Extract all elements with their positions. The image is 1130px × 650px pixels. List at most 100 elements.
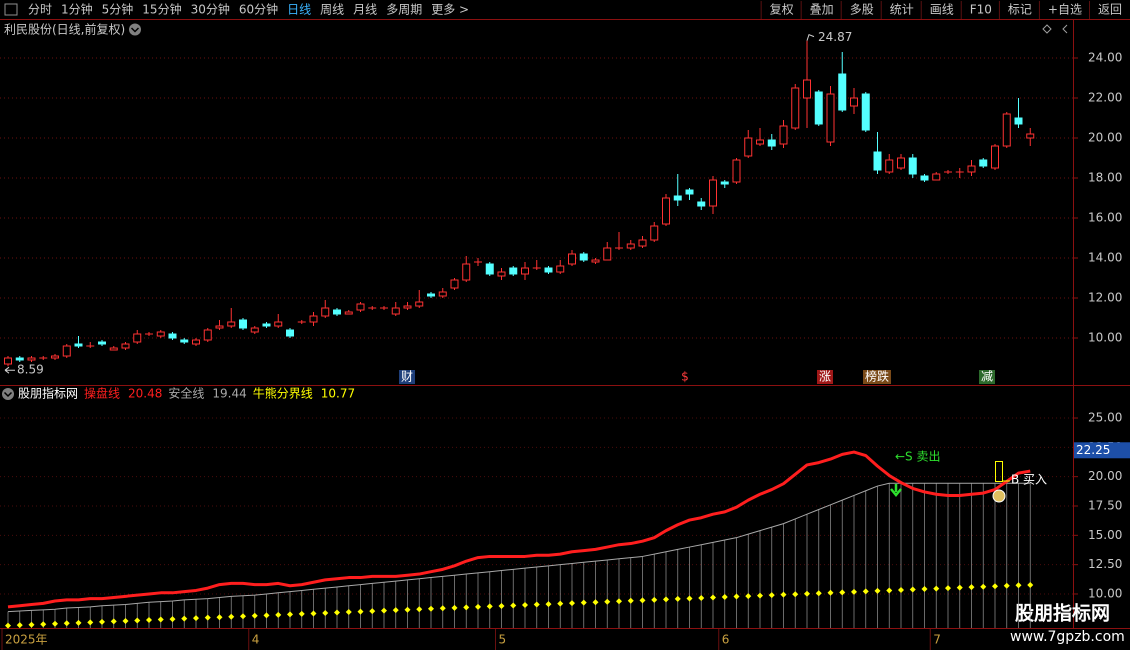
toolbar-button[interactable]: 复权: [770, 3, 794, 17]
candle-body: [756, 139, 764, 145]
legend-value: 19.44: [212, 387, 246, 401]
indicator-dropdown-icon[interactable]: [2, 388, 14, 400]
candle-body: [626, 243, 635, 249]
candle-body: [932, 173, 941, 181]
candle-body: [662, 197, 670, 225]
event-tag-label: 减: [981, 370, 993, 384]
bull-bear-dot: [968, 584, 975, 591]
event-tag-bg: [978, 370, 996, 384]
candle-body: [344, 311, 353, 315]
candle-body: [814, 91, 823, 125]
toolbar-button[interactable]: 统计: [890, 3, 914, 17]
candle-body: [556, 265, 565, 273]
bull-bear-dot: [110, 618, 117, 625]
period-tab[interactable]: 更多 >: [431, 3, 469, 17]
event-tag-label: $: [681, 370, 689, 384]
period-tab[interactable]: 60分钟: [239, 2, 278, 17]
candle-body: [192, 339, 200, 345]
candle-body: [262, 323, 271, 327]
candle-body: [979, 159, 988, 167]
bull-bear-dot: [592, 599, 599, 606]
period-tab[interactable]: 1分钟: [61, 2, 93, 17]
candle-body: [133, 333, 142, 343]
candle-body: [156, 331, 165, 337]
toolbar-button[interactable]: 叠加: [810, 3, 834, 17]
event-tag[interactable]: 减: [978, 370, 996, 385]
toolbar-button[interactable]: 多股: [850, 3, 874, 17]
watermark-title: 股朋指标网: [1015, 603, 1110, 625]
y-tick-label: 20.00: [1088, 469, 1122, 483]
candle-body: [74, 343, 83, 347]
sell-signal-arrow: [890, 484, 902, 497]
candle-body: [838, 73, 847, 111]
x-tick-label: 5: [499, 633, 507, 647]
bull-bear-dot: [710, 594, 716, 601]
y-tick-label: 22.00: [1088, 91, 1122, 105]
candle-body: [767, 139, 776, 147]
safety-line: [7, 482, 1031, 613]
bull-bear-dot: [392, 607, 399, 614]
toolbar-button[interactable]: F10: [970, 3, 992, 17]
bull-bear-dot: [310, 610, 317, 617]
bull-bear-dot: [757, 592, 763, 599]
bull-bear-dot: [416, 606, 423, 613]
bull-bear-dot: [557, 600, 564, 607]
period-tab[interactable]: 30分钟: [191, 2, 230, 17]
bull-bear-dot: [193, 615, 199, 622]
diamond-icon[interactable]: [1042, 24, 1052, 34]
candle-body: [638, 239, 647, 247]
bull-bear-dot: [956, 584, 963, 591]
candle-body: [1014, 117, 1023, 125]
candle-body: [650, 225, 659, 241]
bull-bear-dot: [63, 620, 70, 627]
toolbar-icon: [4, 3, 18, 16]
y-tick-label: 12.00: [1088, 291, 1122, 305]
bull-bear-dot: [16, 622, 23, 629]
collapse-icon[interactable]: [1062, 24, 1068, 34]
title-dropdown-icon[interactable]: [129, 23, 141, 36]
event-tag[interactable]: 榜跌: [862, 369, 892, 385]
bull-bear-dot: [298, 610, 305, 617]
bull-bear-dot: [1003, 582, 1010, 589]
bull-bear-dot: [545, 601, 552, 608]
legend-value: 20.48: [128, 387, 162, 401]
toolbar-button[interactable]: +自选: [1048, 3, 1082, 17]
candle-body: [579, 253, 588, 261]
bull-bear-dot: [216, 614, 223, 621]
toolbar-button[interactable]: 返回: [1098, 3, 1122, 17]
candle-body: [203, 329, 212, 341]
min-price-label: 8.59: [17, 363, 44, 377]
period-tab[interactable]: 多周期: [386, 3, 422, 17]
period-tab[interactable]: 周线: [320, 3, 344, 17]
period-tab[interactable]: 分时: [28, 3, 52, 17]
candle-body: [544, 267, 553, 273]
candle-body: [239, 319, 247, 329]
event-tag[interactable]: 涨: [816, 369, 834, 385]
candle-body: [321, 307, 330, 317]
event-tag-bg: [816, 370, 834, 384]
period-tab[interactable]: 15分钟: [142, 2, 181, 17]
operation-line: [7, 450, 1031, 609]
toolbar-button[interactable]: 标记: [1008, 3, 1032, 17]
y-tick-label: 17.50: [1088, 499, 1122, 513]
toolbar-button[interactable]: 画线: [930, 3, 954, 17]
candle-body: [603, 247, 612, 261]
period-tab[interactable]: 5分钟: [102, 2, 134, 17]
bull-bear-dot: [451, 604, 458, 611]
bull-bear-dot: [498, 602, 505, 609]
y-tick-label: 24.00: [1088, 51, 1122, 65]
max-price-label: 24.87: [818, 30, 852, 44]
period-tab[interactable]: 月线: [353, 3, 377, 17]
candle-body: [803, 79, 811, 99]
event-tag[interactable]: 财: [398, 370, 416, 385]
period-tab[interactable]: 日线: [287, 3, 311, 17]
bull-bear-dot: [1015, 582, 1022, 589]
legend-name: 安全线: [168, 386, 204, 401]
candle-body: [274, 321, 283, 327]
candle-body: [850, 97, 858, 107]
candle-body: [215, 325, 224, 329]
axis-badge: 22.25: [1076, 443, 1110, 457]
event-tag[interactable]: $: [679, 370, 691, 385]
candle-body: [908, 157, 917, 175]
event-tag-bg: [398, 370, 416, 384]
